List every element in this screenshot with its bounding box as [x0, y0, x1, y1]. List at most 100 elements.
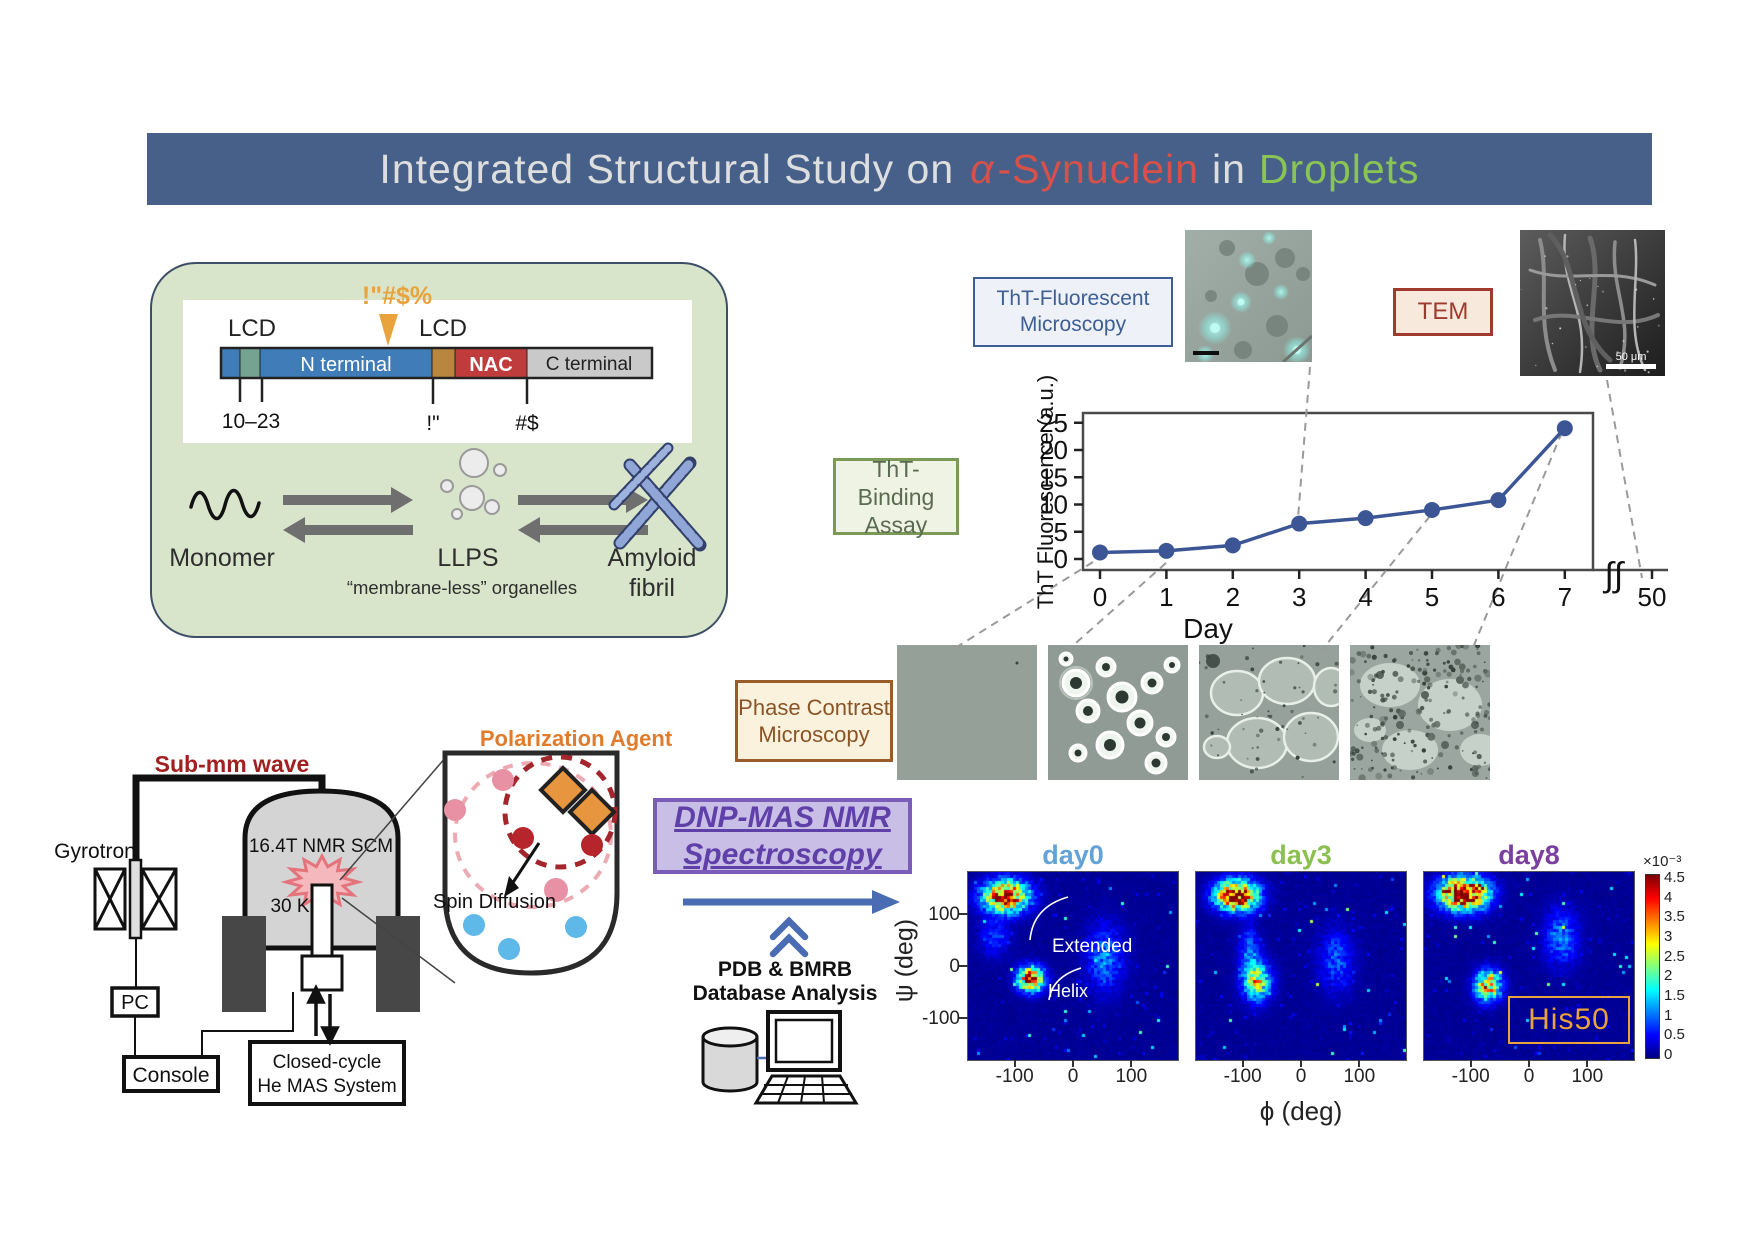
phase-image-droplets-art — [1048, 645, 1188, 780]
chart-shape — [1490, 492, 1507, 509]
tem-speckles — [1520, 255, 1660, 374]
pdb-line1: PDB & BMRB — [717, 958, 853, 981]
spin-diffusion-label: Spin Diffusion — [433, 891, 556, 913]
chart-shape — [1297, 366, 1311, 519]
chart-shape — [1067, 562, 1167, 651]
lcd-right-label: LCD — [419, 315, 467, 342]
dnp-mas-nmr-label: DNP-MAS NMR Spectroscopy — [653, 798, 912, 874]
chart-shape — [1606, 379, 1643, 579]
magnet-leg-right — [376, 916, 420, 1012]
llps-label: LLPS — [437, 544, 498, 572]
rama-label-day8: day8 — [1498, 840, 1560, 870]
residue-label-3: #$ — [515, 412, 539, 435]
residue-range-label: 10–23 — [222, 410, 280, 433]
database-icon — [701, 1026, 759, 1093]
chart-text: 5 — [1054, 517, 1068, 547]
axis-tick-mark — [1300, 1060, 1302, 1067]
chart-text: 50 — [1638, 582, 1667, 612]
llps-droplets-icon — [440, 448, 507, 520]
phase4-speckles-light — [1350, 645, 1490, 780]
axis-tick-mark — [959, 912, 968, 915]
phase-contrast-microscopy-label: Phase Contrast Microscopy — [735, 680, 893, 762]
rama-heatmap-day3 — [1196, 872, 1406, 1060]
sample-tube — [442, 750, 620, 976]
scm-label: 16.4T NMR SCM — [249, 836, 393, 857]
cell-clusters — [1202, 656, 1339, 770]
n-terminal-label: N terminal — [300, 354, 391, 376]
axis-tick-label: 1 — [1664, 1006, 1673, 1024]
chart-shape — [1099, 427, 1567, 555]
gyrotron-tube — [128, 858, 143, 940]
chart-text: 20 — [1039, 435, 1068, 465]
analysis-flow-art — [683, 890, 900, 1105]
residue-ticks — [238, 378, 529, 404]
amyloid-label-2: fibril — [629, 574, 675, 602]
chart-text: 2 — [1226, 582, 1240, 612]
monomer-icon — [189, 488, 261, 521]
probe-base — [300, 954, 344, 992]
helix-annotation: Helix — [1048, 981, 1088, 1001]
phase-image-clusters-art — [1199, 645, 1339, 780]
assay-label-line2: Assay — [864, 511, 928, 538]
amyloid-label-1: Amyloid — [608, 544, 697, 572]
chart-shape — [1357, 510, 1374, 527]
monomer-label: Monomer — [169, 544, 275, 572]
chart-text: 10 — [1039, 490, 1068, 520]
title-bar: Integrated Structural Study on α -Synucl… — [147, 133, 1652, 205]
chart-text: ThT Fluorescence (a.u.) — [1033, 375, 1058, 609]
nac-label: NAC — [469, 354, 512, 376]
axis-tick-mark — [1013, 1060, 1016, 1067]
dnp-instrument-diagram: Sub-mm wave 16.4T NMR SCM 30 K Gyrotron … — [54, 751, 456, 1106]
dnp-label-line2: Spectroscopy — [683, 838, 882, 871]
equilibrium-arrows-left — [283, 487, 413, 543]
axis-tick-label: 0 — [1067, 1066, 1079, 1087]
electron-spins — [512, 827, 603, 856]
tht-microscopy-image-art — [1185, 230, 1312, 362]
title-in: in — [1211, 145, 1246, 192]
axis-tick-mark — [1241, 1060, 1244, 1067]
axis-tick-label: -100 — [1223, 1066, 1262, 1087]
chart-shape — [1092, 544, 1108, 561]
tem-scale-label: 50 μm — [1616, 351, 1647, 363]
chart-text: 0 — [1054, 544, 1068, 574]
chart-shape — [1424, 501, 1440, 518]
axis-tick-mark — [1586, 1060, 1589, 1067]
he-flow-arrows-icon — [306, 984, 340, 1046]
chart-shape — [1158, 542, 1175, 559]
rama-label-day3: day3 — [1270, 840, 1332, 870]
axis-tick-label: 0 — [949, 956, 960, 977]
axis-tick-label: 0 — [1295, 1066, 1307, 1087]
axis-tick-label: 0 — [1664, 1045, 1673, 1063]
rama-x-axis-label: ϕ (deg) — [1259, 1096, 1343, 1126]
phase-image-aggregates — [1350, 645, 1490, 780]
axis-tick-label: 4.5 — [1664, 869, 1685, 886]
chart-shape — [1291, 515, 1308, 532]
phase-label-line1: Phase Contrast — [738, 695, 890, 720]
pdb-bmrb-label: PDB & BMRB Database Analysis — [690, 958, 880, 1006]
axis-tick-label: 100 — [1343, 1066, 1376, 1087]
phase-label-line2: Microscopy — [758, 722, 870, 747]
spin-diffusion-arrowhead-icon — [504, 876, 519, 897]
phase4-speckles — [1350, 645, 1490, 780]
axis-tick-mark — [1469, 1060, 1472, 1067]
fibril-strands — [1528, 232, 1660, 374]
tem-label-text: TEM — [1417, 298, 1469, 325]
zoom-line-top — [339, 756, 447, 881]
magnet-leg-left — [222, 916, 266, 1012]
amyloid-fibril-icon — [608, 442, 707, 552]
axis-tick-label: 1.5 — [1664, 986, 1685, 1004]
rama-panel-day3 — [1195, 871, 1407, 1061]
axis-tick-label: 4 — [1664, 888, 1673, 906]
polarization-agent-diagram: Polarization Agent Spin Diffusion — [433, 726, 673, 976]
axis-tick-mark — [1072, 1060, 1074, 1067]
mas-label-line1: Closed-cycle — [273, 1052, 382, 1073]
bulk-spins — [463, 914, 587, 960]
chart-text: 0 — [1093, 582, 1107, 612]
rama-heatmap-day8 — [1424, 872, 1634, 1060]
chart-text: 15 — [1039, 462, 1068, 492]
polarization-agent-label: Polarization Agent — [480, 726, 673, 751]
c-terminal-label: C terminal — [546, 354, 633, 375]
domain-bar: N terminal NAC C terminal — [219, 346, 654, 380]
axis-tick-label: 0 — [1523, 1066, 1535, 1087]
axis-tick-label: 100 — [1571, 1066, 1604, 1087]
